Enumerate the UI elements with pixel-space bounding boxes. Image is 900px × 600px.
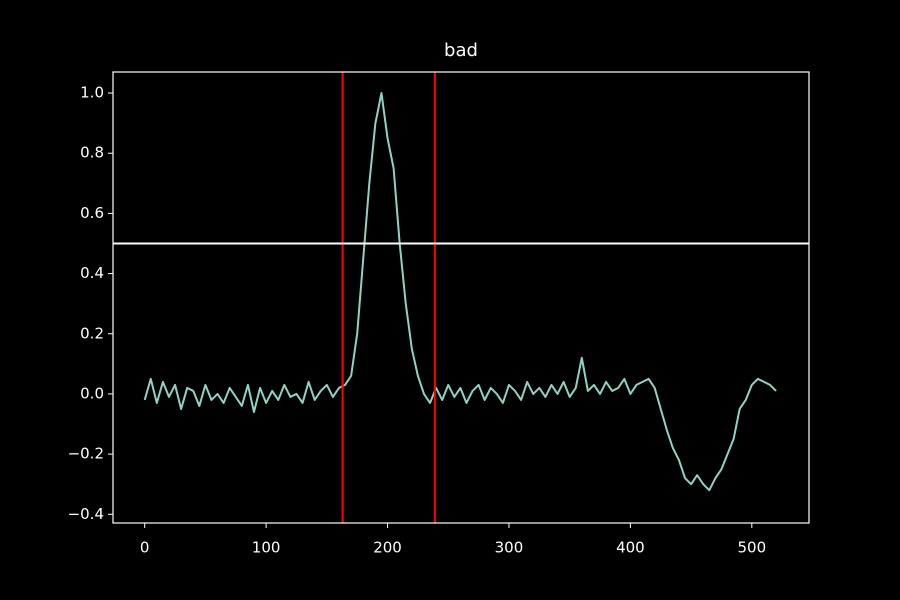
y-tick-label: 0.0 <box>80 384 104 402</box>
y-tick-label: −0.2 <box>68 445 104 463</box>
x-tick-label: 100 <box>252 539 281 557</box>
y-tick-label: 0.4 <box>80 264 104 282</box>
data-line <box>143 92 777 492</box>
x-tick-label: 200 <box>373 539 402 557</box>
x-tick-label: 300 <box>495 539 524 557</box>
y-tick-label: −0.4 <box>68 505 104 523</box>
x-tick-label: 500 <box>737 539 766 557</box>
y-tick-label: 0.8 <box>80 144 104 162</box>
x-tick-label: 400 <box>616 539 645 557</box>
y-tick-label: 0.2 <box>80 324 104 342</box>
plot-frame <box>112 71 810 524</box>
chart-title: bad <box>444 40 478 61</box>
x-tick-label: 0 <box>140 539 150 557</box>
y-tick-label: 1.0 <box>80 84 104 102</box>
y-tick-label: 0.6 <box>80 204 104 222</box>
